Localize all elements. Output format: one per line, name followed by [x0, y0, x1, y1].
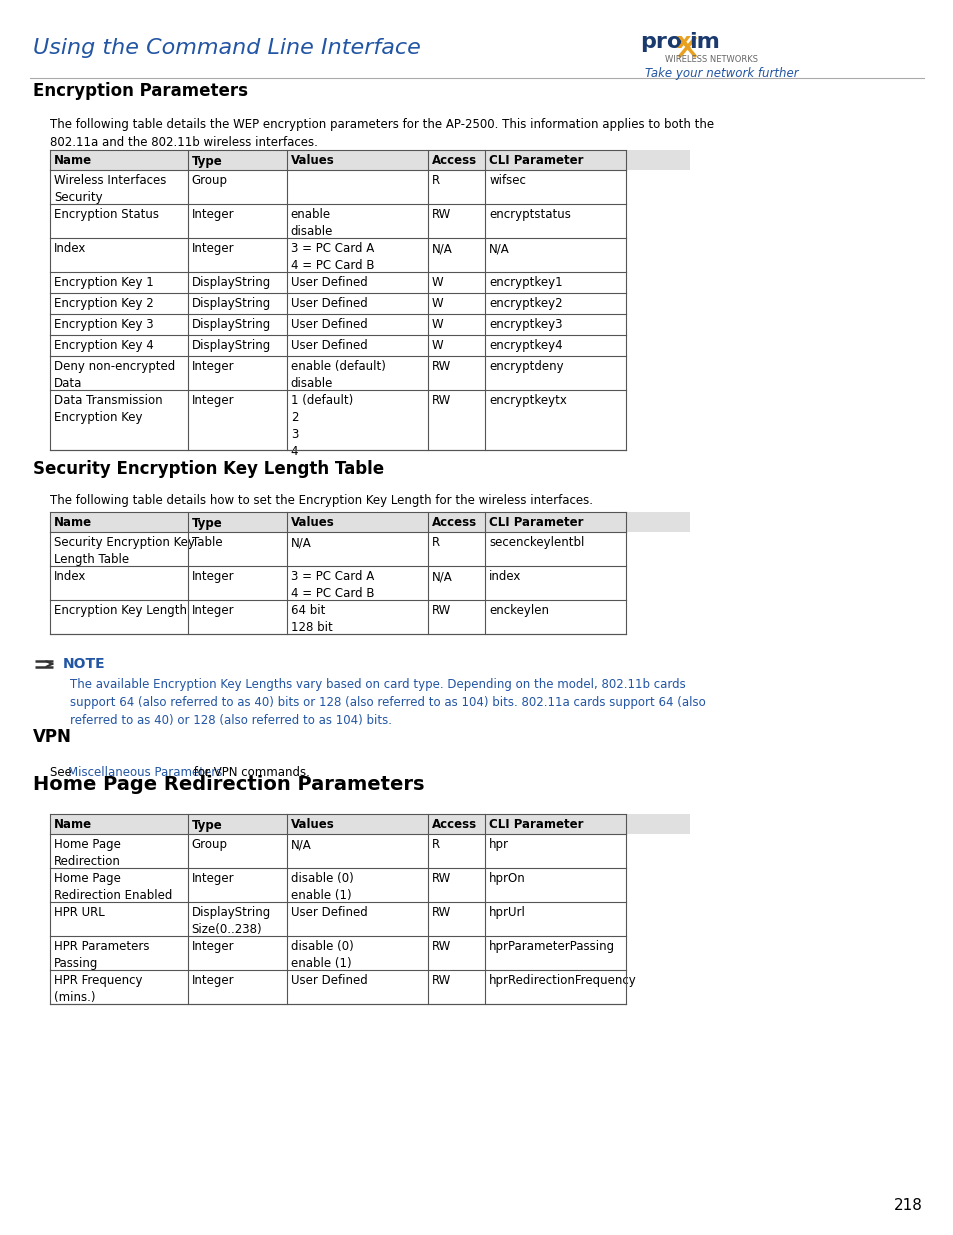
- Text: Integer: Integer: [192, 571, 234, 583]
- Text: Access: Access: [431, 516, 476, 530]
- Text: Data Transmission
Encryption Key: Data Transmission Encryption Key: [54, 394, 162, 424]
- Bar: [50, 293, 689, 314]
- Text: enckeylen: enckeylen: [489, 604, 549, 618]
- Text: R: R: [431, 839, 439, 851]
- Text: DisplayString: DisplayString: [192, 317, 271, 331]
- Text: encryptstatus: encryptstatus: [489, 207, 571, 221]
- Bar: [50, 149, 689, 170]
- Text: secenckeylentbl: secenckeylentbl: [489, 536, 584, 550]
- Text: W: W: [431, 296, 443, 310]
- Text: R: R: [431, 174, 439, 186]
- Text: Home Page
Redirection: Home Page Redirection: [54, 839, 121, 868]
- Text: Integer: Integer: [192, 207, 234, 221]
- Text: Type: Type: [192, 154, 222, 168]
- Text: DisplayString: DisplayString: [192, 296, 271, 310]
- Text: W: W: [431, 338, 443, 352]
- Bar: [50, 204, 689, 238]
- Text: Access: Access: [431, 154, 476, 168]
- Bar: [50, 272, 689, 293]
- Text: User Defined: User Defined: [291, 275, 367, 289]
- Bar: [50, 902, 689, 936]
- Text: Home Page Redirection Parameters: Home Page Redirection Parameters: [33, 776, 424, 794]
- Text: N/A: N/A: [431, 242, 452, 254]
- Text: RW: RW: [431, 207, 451, 221]
- Text: Integer: Integer: [192, 872, 234, 885]
- Text: hpr: hpr: [489, 839, 509, 851]
- Text: User Defined: User Defined: [291, 317, 367, 331]
- Text: User Defined: User Defined: [291, 296, 367, 310]
- Text: Integer: Integer: [192, 394, 234, 408]
- Text: Index: Index: [54, 242, 87, 254]
- Text: RW: RW: [431, 906, 451, 919]
- Text: RW: RW: [431, 394, 451, 408]
- Text: Integer: Integer: [192, 604, 234, 618]
- Text: CLI Parameter: CLI Parameter: [489, 819, 583, 831]
- Text: disable (0)
enable (1): disable (0) enable (1): [291, 872, 354, 902]
- Text: User Defined: User Defined: [291, 974, 367, 987]
- Text: Name: Name: [54, 516, 92, 530]
- Text: Encryption Key 2: Encryption Key 2: [54, 296, 153, 310]
- Bar: [50, 170, 689, 204]
- Text: enable (default)
disable: enable (default) disable: [291, 359, 385, 390]
- Bar: [50, 513, 689, 532]
- Text: Miscellaneous Parameters: Miscellaneous Parameters: [68, 766, 222, 779]
- Bar: [50, 936, 689, 969]
- Text: RW: RW: [431, 359, 451, 373]
- Text: Access: Access: [431, 819, 476, 831]
- Text: encryptkey4: encryptkey4: [489, 338, 562, 352]
- Text: DisplayString: DisplayString: [192, 275, 271, 289]
- Text: Home Page
Redirection Enabled: Home Page Redirection Enabled: [54, 872, 172, 902]
- Text: 218: 218: [893, 1198, 922, 1213]
- Text: Wireless Interfaces
Security: Wireless Interfaces Security: [54, 174, 166, 204]
- Text: 3 = PC Card A
4 = PC Card B: 3 = PC Card A 4 = PC Card B: [291, 242, 374, 272]
- Text: Security Encryption Key Length Table: Security Encryption Key Length Table: [33, 459, 384, 478]
- Text: RW: RW: [431, 604, 451, 618]
- Bar: [50, 390, 689, 450]
- Text: Encryption Key 4: Encryption Key 4: [54, 338, 153, 352]
- Text: Using the Command Line Interface: Using the Command Line Interface: [33, 38, 420, 58]
- Text: RW: RW: [431, 940, 451, 953]
- Text: hprParameterPassing: hprParameterPassing: [489, 940, 615, 953]
- Text: 3 = PC Card A
4 = PC Card B: 3 = PC Card A 4 = PC Card B: [291, 571, 374, 600]
- Text: CLI Parameter: CLI Parameter: [489, 516, 583, 530]
- Text: Encryption Key 3: Encryption Key 3: [54, 317, 153, 331]
- Text: Name: Name: [54, 819, 92, 831]
- Text: x: x: [677, 32, 691, 52]
- Text: Deny non-encrypted
Data: Deny non-encrypted Data: [54, 359, 175, 390]
- Text: wifsec: wifsec: [489, 174, 525, 186]
- Text: Index: Index: [54, 571, 87, 583]
- Text: Type: Type: [192, 819, 222, 831]
- Text: User Defined: User Defined: [291, 906, 367, 919]
- Text: The following table details how to set the Encryption Key Length for the wireles: The following table details how to set t…: [50, 494, 593, 508]
- Text: N/A: N/A: [431, 571, 452, 583]
- Text: encryptkey1: encryptkey1: [489, 275, 562, 289]
- Bar: [50, 532, 689, 566]
- Text: N/A: N/A: [489, 242, 510, 254]
- Text: index: index: [489, 571, 521, 583]
- Text: encryptkey3: encryptkey3: [489, 317, 562, 331]
- Text: N/A: N/A: [291, 536, 312, 550]
- Text: Name: Name: [54, 154, 92, 168]
- Text: Group: Group: [192, 839, 228, 851]
- Text: CLI Parameter: CLI Parameter: [489, 154, 583, 168]
- Text: HPR Parameters
Passing: HPR Parameters Passing: [54, 940, 150, 969]
- Text: pro: pro: [639, 32, 681, 52]
- Text: Security Encryption Key
Length Table: Security Encryption Key Length Table: [54, 536, 194, 566]
- Text: User Defined: User Defined: [291, 338, 367, 352]
- Text: See: See: [50, 766, 75, 779]
- Text: im: im: [688, 32, 720, 52]
- Bar: [50, 238, 689, 272]
- Bar: [50, 356, 689, 390]
- Text: The available Encryption Key Lengths vary based on card type. Depending on the m: The available Encryption Key Lengths var…: [70, 678, 705, 727]
- Text: 1 (default)
2
3
4: 1 (default) 2 3 4: [291, 394, 353, 458]
- Text: Type: Type: [192, 516, 222, 530]
- Text: Encryption Key Length: Encryption Key Length: [54, 604, 187, 618]
- Text: Integer: Integer: [192, 974, 234, 987]
- Text: encryptdeny: encryptdeny: [489, 359, 563, 373]
- Text: Values: Values: [291, 154, 335, 168]
- Text: HPR Frequency
(mins.): HPR Frequency (mins.): [54, 974, 142, 1004]
- Bar: [50, 834, 689, 868]
- Text: Values: Values: [291, 516, 335, 530]
- Text: Encryption Status: Encryption Status: [54, 207, 159, 221]
- Text: W: W: [431, 275, 443, 289]
